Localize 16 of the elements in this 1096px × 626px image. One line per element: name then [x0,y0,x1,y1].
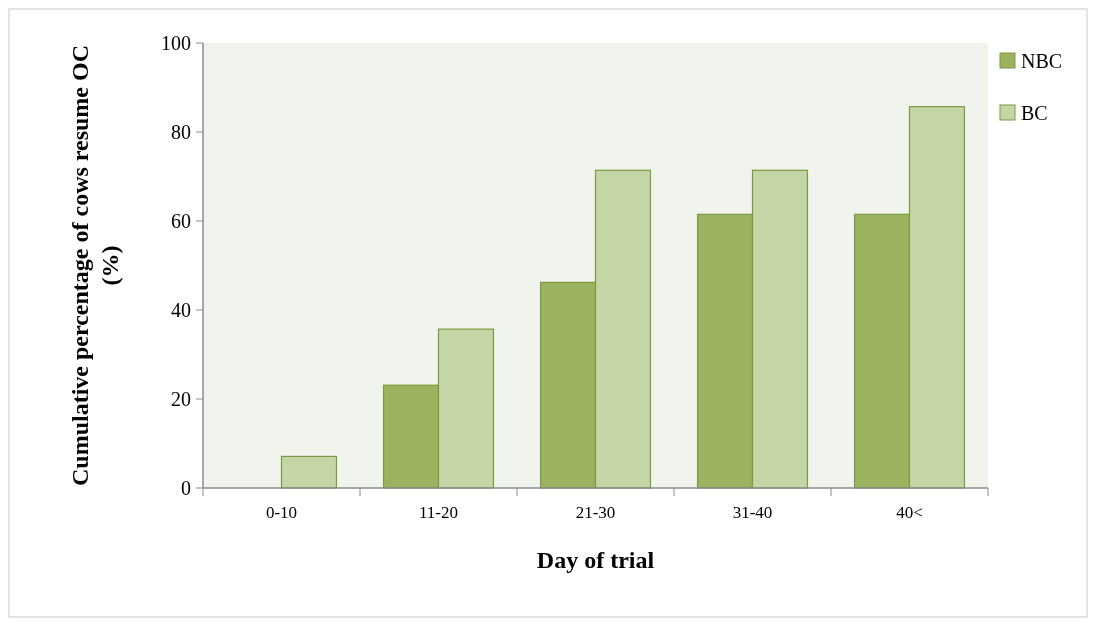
x-tick-label: 0-10 [265,503,298,522]
x-tick-label: 31-40 [732,503,773,522]
y-tick-label: 100 [161,32,191,54]
y-tick-label: 60 [171,210,191,232]
bar [280,455,338,489]
y-axis-title: Cumulative percentage of cows resume OC (%) [67,44,123,487]
y-tick-label: 80 [171,121,191,143]
y-tick-label: 20 [171,388,191,410]
y-tick-label: 0 [181,477,191,499]
x-tick-label: 40< [896,503,923,522]
x-axis-title: Day of trial [536,547,655,573]
y-tick-label: 40 [171,299,191,321]
x-tick-label: 21-30 [575,503,616,522]
legend-label: BC [1021,102,1048,124]
legend-label: NBC [1021,50,1063,72]
x-tick-label: 11-20 [418,503,459,522]
